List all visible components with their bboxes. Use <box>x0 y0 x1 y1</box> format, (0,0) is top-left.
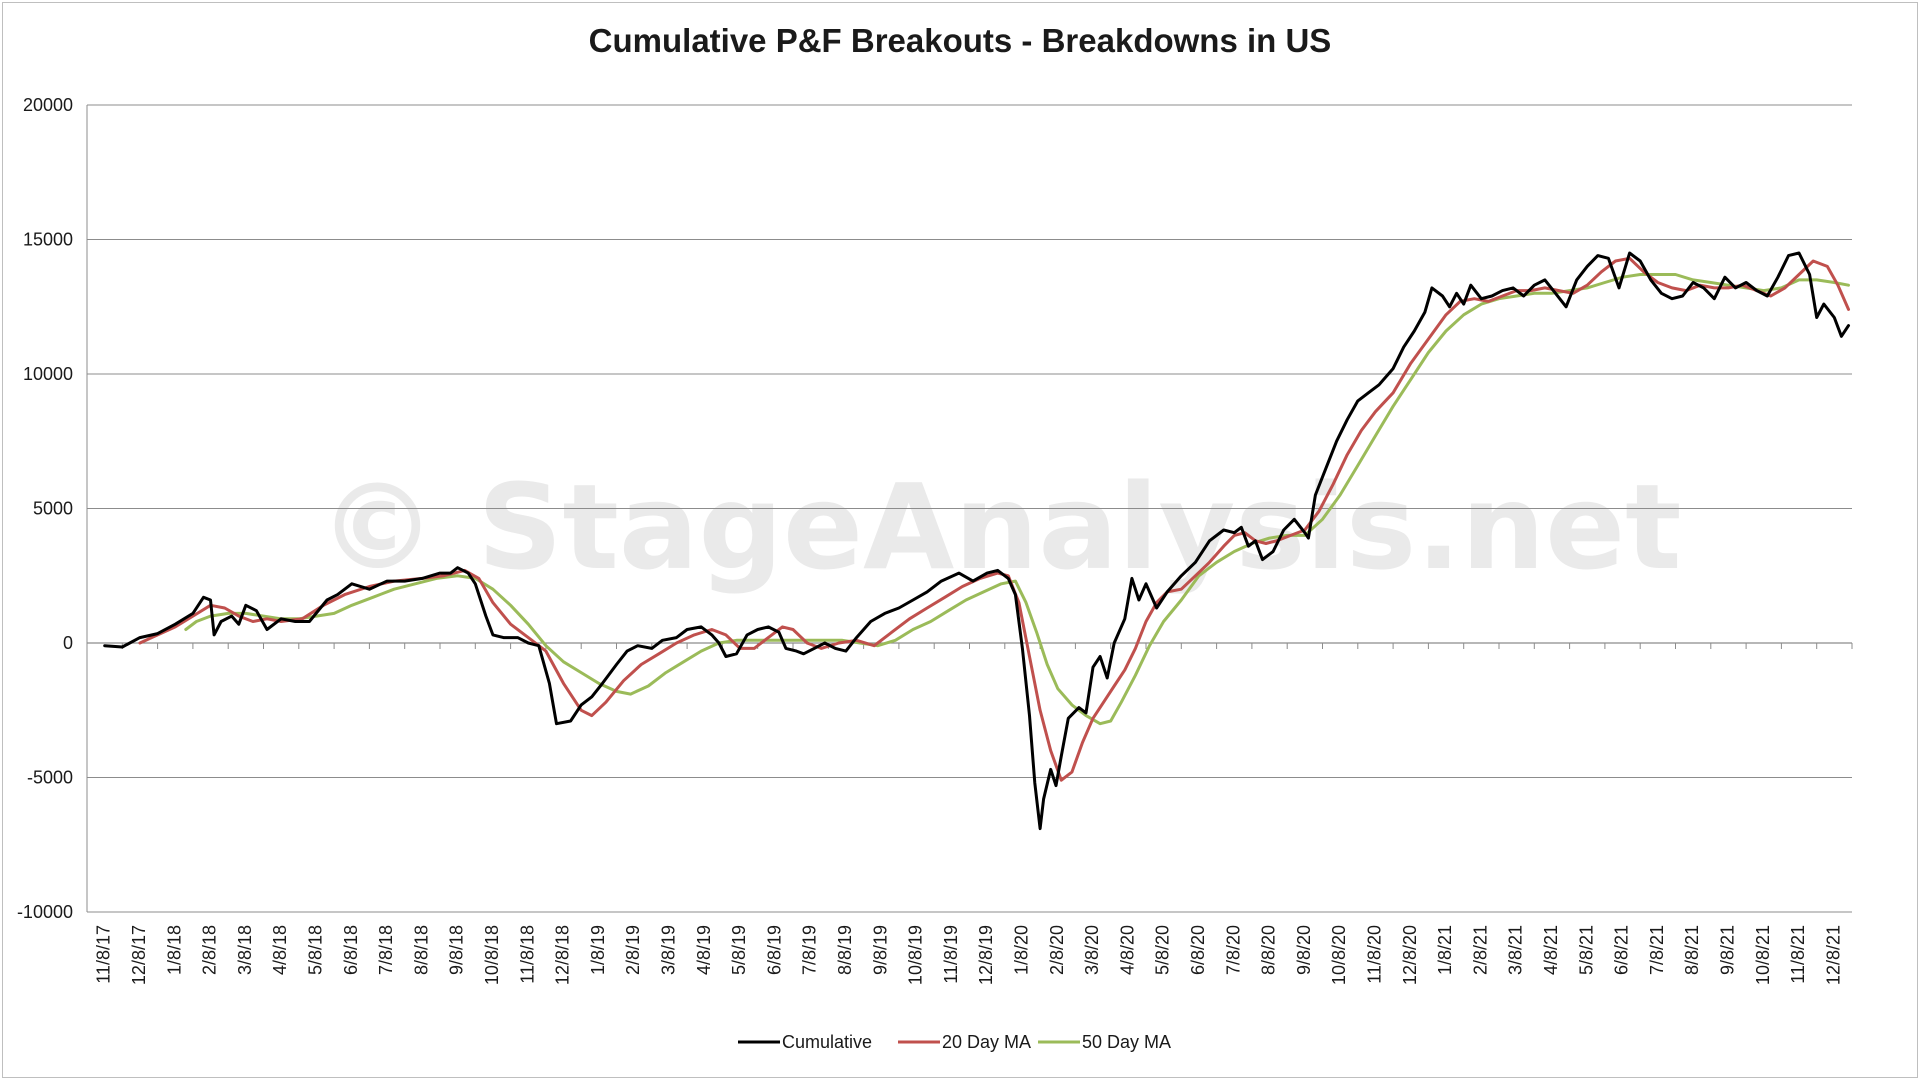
x-tick-label: 8/8/18 <box>411 925 431 975</box>
x-tick-label: 7/8/20 <box>1223 925 1243 975</box>
axis-layer: -10000 -5000 0 5000 10000 15000 20000 11/8/17 12… <box>17 95 1853 985</box>
series-line-cumulative <box>103 251 1850 831</box>
x-tick-label: 11/8/21 <box>1788 925 1808 984</box>
watermark-text: © StageAnalysis.net <box>318 458 1681 596</box>
x-tick-label: 3/8/18 <box>235 925 255 975</box>
x-tick-label: 4/8/19 <box>694 925 714 975</box>
x-tick-label: 9/8/20 <box>1294 925 1314 975</box>
legend-label-cumulative: Cumulative <box>782 1032 872 1052</box>
y-tick-label: -5000 <box>27 768 73 788</box>
x-tick-label: 9/8/21 <box>1717 925 1737 975</box>
x-tick-label: 12/8/21 <box>1823 925 1843 985</box>
x-tick-label: 3/8/21 <box>1506 925 1526 975</box>
x-tick-label: 10/8/18 <box>482 925 502 985</box>
x-tick-label: 3/8/19 <box>658 925 678 975</box>
x-tick-label: 1/8/21 <box>1435 925 1455 975</box>
x-tick-label: 8/8/19 <box>835 925 855 975</box>
x-tick-label: 6/8/19 <box>764 925 784 975</box>
x-tick-label: 11/8/17 <box>94 925 114 984</box>
x-tick-label: 12/8/18 <box>553 925 573 985</box>
x-tick-label: 11/8/18 <box>517 925 537 984</box>
chart-title: Cumulative P&F Breakouts - Breakdowns in… <box>588 22 1332 59</box>
y-tick-label: 5000 <box>33 499 73 519</box>
grid-layer <box>87 104 1852 913</box>
x-tick-label: 7/8/18 <box>376 925 396 975</box>
y-tick-label: 10000 <box>23 364 73 384</box>
x-tick-label: 5/8/20 <box>1153 925 1173 975</box>
series-layer <box>103 251 1850 831</box>
x-tick-label: 11/8/19 <box>941 925 961 984</box>
x-tick-label: 10/8/20 <box>1329 925 1349 985</box>
x-tick-label: 12/8/20 <box>1400 925 1420 985</box>
x-tick-label: 11/8/20 <box>1364 925 1384 984</box>
series-line-ma20 <box>138 256 1850 782</box>
x-tick-label: 5/8/21 <box>1576 925 1596 975</box>
x-tick-label: 12/8/17 <box>129 925 149 985</box>
x-tick-label: 7/8/21 <box>1647 925 1667 975</box>
x-tick-label: 2/8/20 <box>1047 925 1067 975</box>
x-tick-label: 5/8/18 <box>305 925 325 975</box>
x-tick-label: 9/8/18 <box>447 925 467 975</box>
x-tick-label: 2/8/19 <box>623 925 643 975</box>
x-tick-label: 1/8/19 <box>588 925 608 975</box>
x-tick-label: 2/8/21 <box>1470 925 1490 975</box>
y-tick-label: -10000 <box>17 902 73 922</box>
x-tick-label: 8/8/20 <box>1259 925 1279 975</box>
x-tick-label: 4/8/18 <box>270 925 290 975</box>
x-tick-label: 12/8/19 <box>976 925 996 985</box>
x-tick-label: 9/8/19 <box>870 925 890 975</box>
x-tick-label: 4/8/21 <box>1541 925 1561 975</box>
y-tick-label: 15000 <box>23 230 73 250</box>
y-tick-label: 0 <box>63 633 73 653</box>
legend: Cumulative 20 Day MA 50 Day MA <box>738 1032 1171 1052</box>
legend-label-ma50: 50 Day MA <box>1082 1032 1171 1052</box>
x-tick-label: 5/8/19 <box>729 925 749 975</box>
x-tick-label: 2/8/18 <box>200 925 220 975</box>
x-tick-label: 6/8/21 <box>1612 925 1632 975</box>
x-tick-label: 4/8/20 <box>1117 925 1137 975</box>
x-tick-label: 3/8/20 <box>1082 925 1102 975</box>
x-tick-label: 7/8/19 <box>800 925 820 975</box>
x-tick-label: 10/8/21 <box>1753 925 1773 985</box>
x-tick-label: 6/8/20 <box>1188 925 1208 975</box>
x-tick-label: 1/8/18 <box>164 925 184 975</box>
y-tick-label: 20000 <box>23 95 73 115</box>
x-tick-label: 6/8/18 <box>341 925 361 975</box>
legend-label-ma20: 20 Day MA <box>942 1032 1031 1052</box>
x-tick-label: 10/8/19 <box>906 925 926 985</box>
x-tick-label: 8/8/21 <box>1682 925 1702 975</box>
x-tick-label: 1/8/20 <box>1011 925 1031 975</box>
